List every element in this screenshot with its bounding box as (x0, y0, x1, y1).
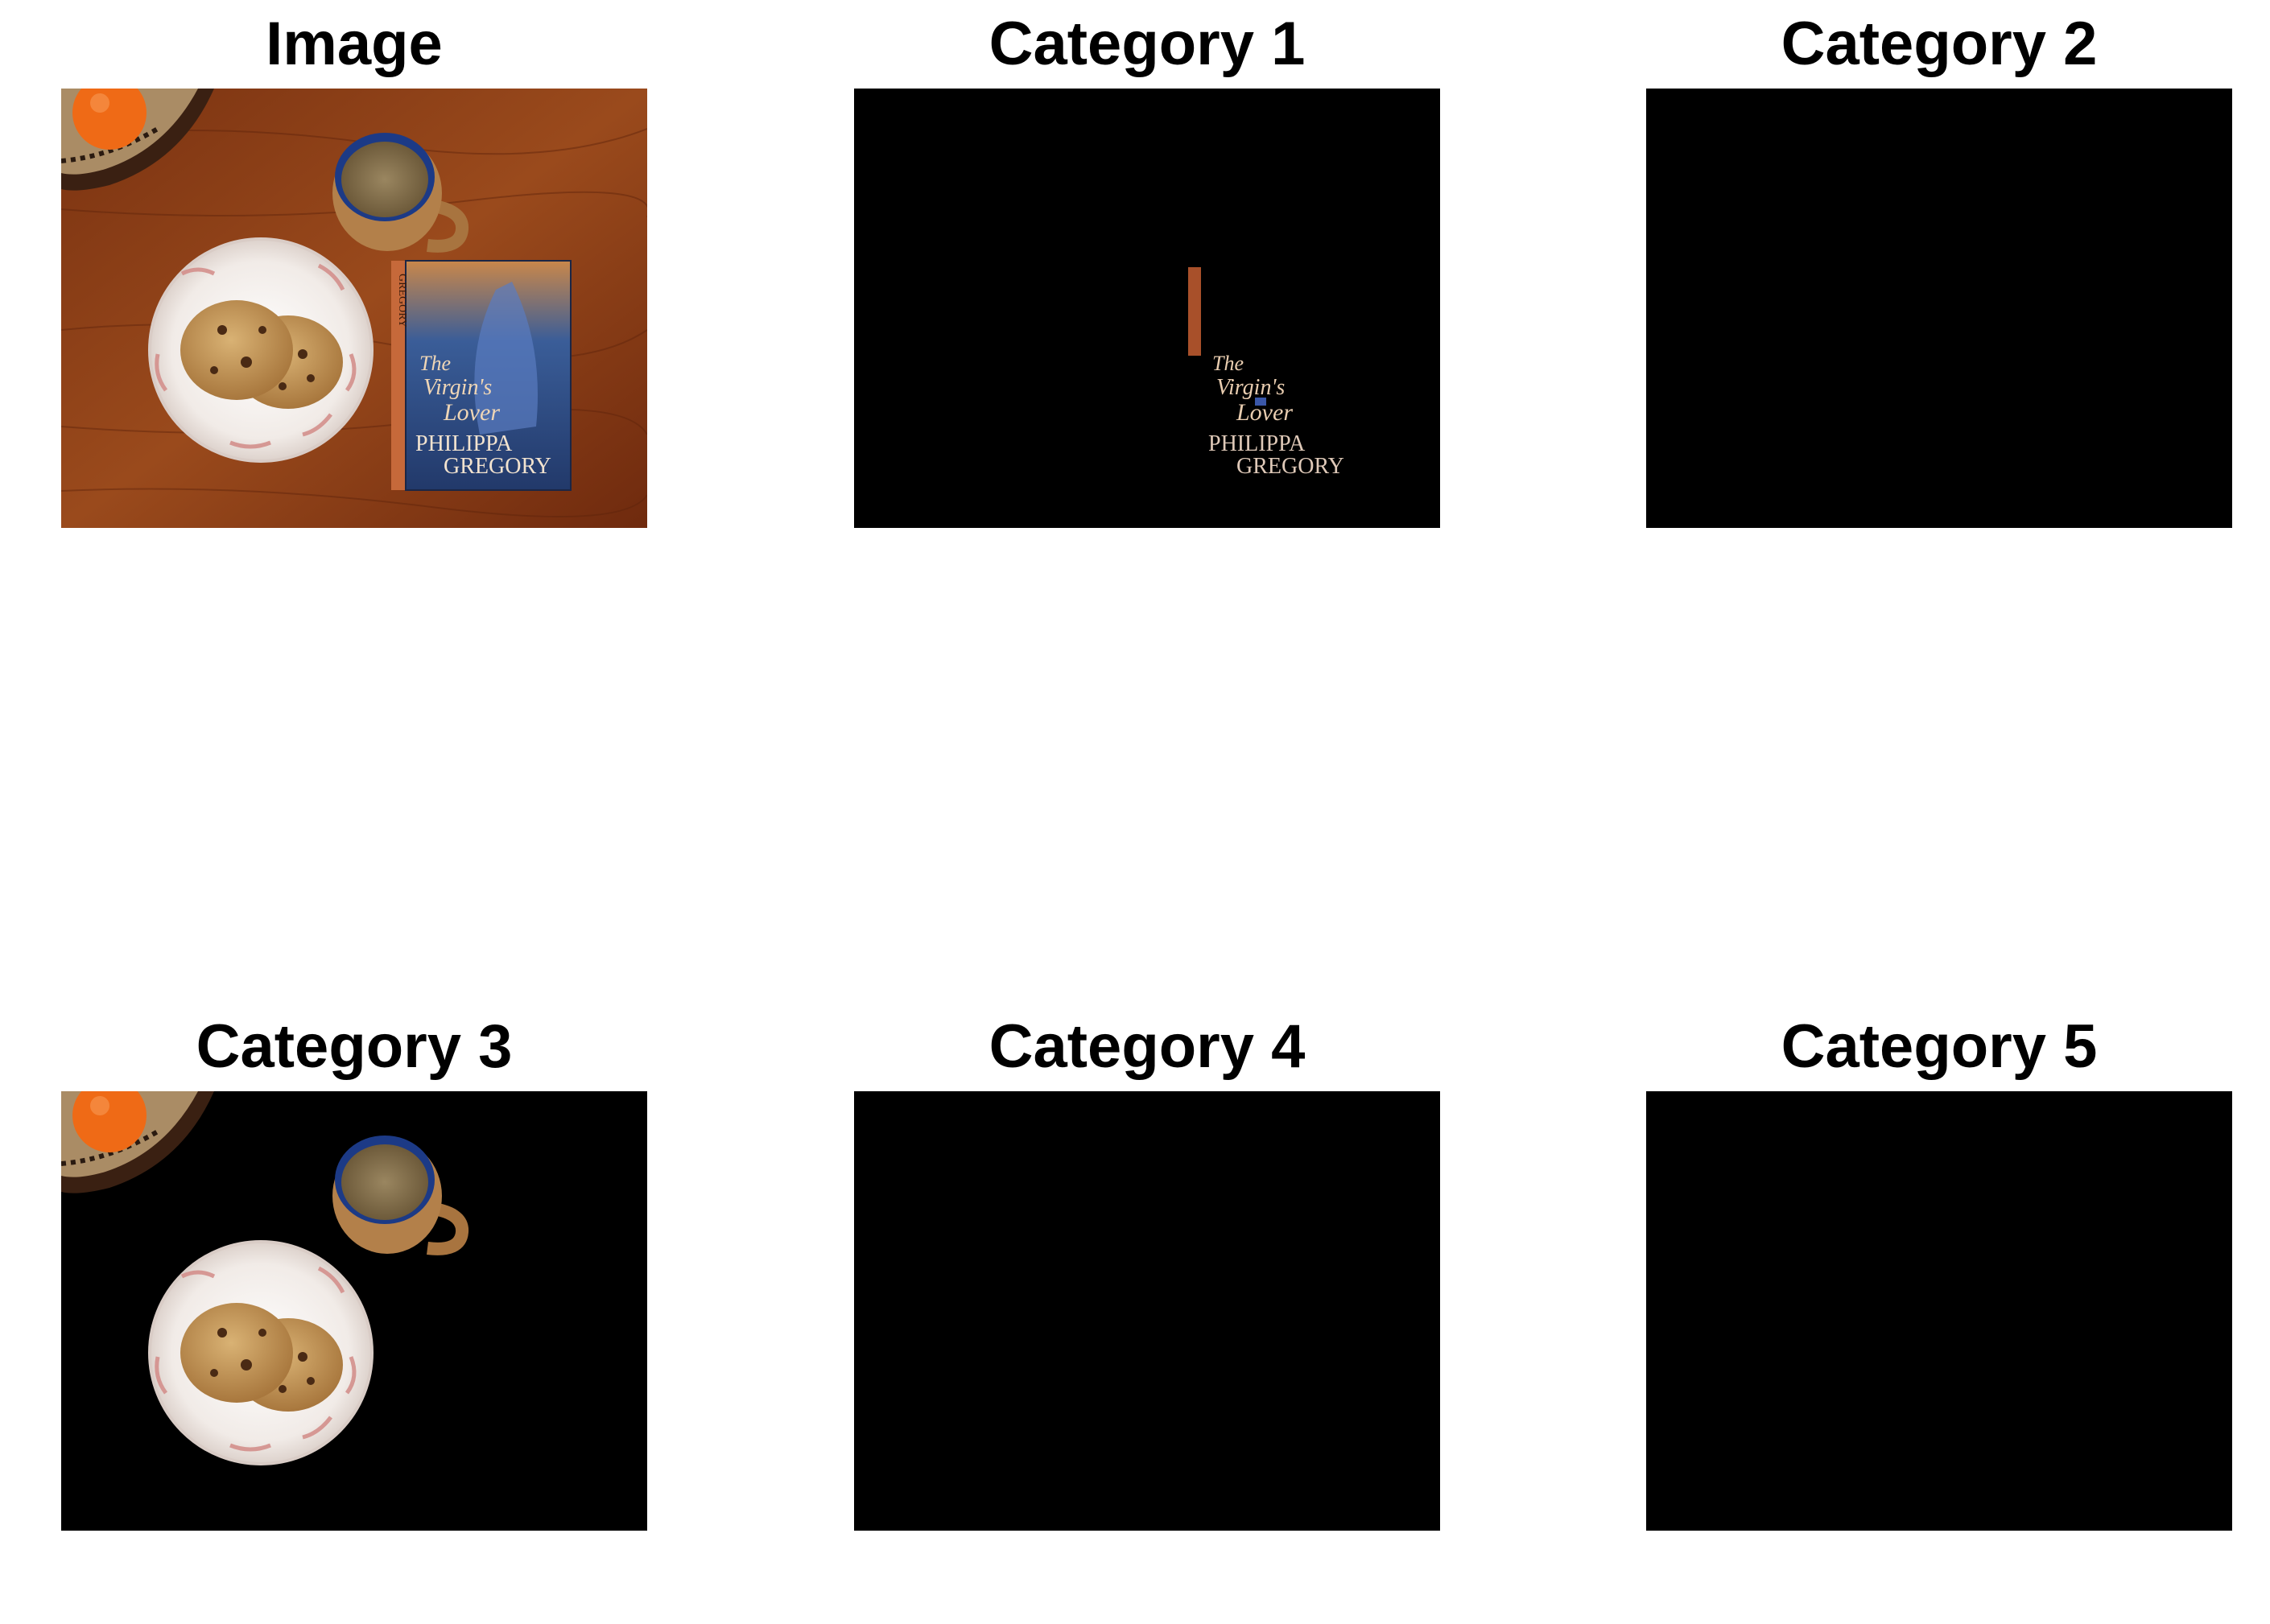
category-3-mask-view (61, 1091, 647, 1531)
image-view: GREGORY The Virgin's Lover PHILIPPA GREG… (61, 89, 647, 528)
coffee-mug (332, 133, 469, 253)
original-photo: GREGORY The Virgin's Lover PHILIPPA GREG… (61, 89, 647, 528)
category-3-mask (61, 1091, 647, 1531)
plate-with-cookies (148, 237, 374, 463)
book-title-line2: Virgin's (423, 375, 492, 400)
book-author-line2: GREGORY (444, 454, 551, 479)
panel-title-image: Image (266, 10, 443, 78)
panel-title-category-1: Category 1 (988, 10, 1306, 78)
book-title-line3: Lover (443, 399, 500, 426)
category-1-mask: The Virgin's Lover PHILIPPA GREGORY (854, 89, 1440, 528)
mask-title-line1: The (1212, 352, 1244, 375)
panel-title-category-5: Category 5 (1781, 1012, 2098, 1081)
panel-title-category-3: Category 3 (196, 1012, 513, 1081)
category-2-mask-view (1646, 89, 2232, 528)
mask-coffee-mug (332, 1136, 469, 1255)
book-author-line1: PHILIPPA (415, 431, 513, 456)
book-title-line1: The (419, 352, 451, 375)
mask-title-line2: Virgin's (1216, 375, 1285, 400)
fruit-bowl (61, 89, 214, 191)
panel-title-category-2: Category 2 (1781, 10, 2098, 78)
category-1-mask-view: The Virgin's Lover PHILIPPA GREGORY (854, 89, 1440, 528)
book-spine-text: GREGORY (396, 274, 408, 328)
book: GREGORY The Virgin's Lover PHILIPPA GREG… (391, 260, 572, 491)
mask-author-line1: PHILIPPA (1208, 431, 1306, 456)
mask-plate-with-cookies (148, 1240, 374, 1465)
panel-title-category-4: Category 4 (988, 1012, 1306, 1081)
category-5-mask-view (1646, 1091, 2232, 1531)
category-4-mask-view (854, 1091, 1440, 1531)
book-spine-fragment (1188, 267, 1201, 356)
mask-author-line2: GREGORY (1236, 454, 1344, 479)
mask-fruit-bowl (61, 1091, 214, 1193)
